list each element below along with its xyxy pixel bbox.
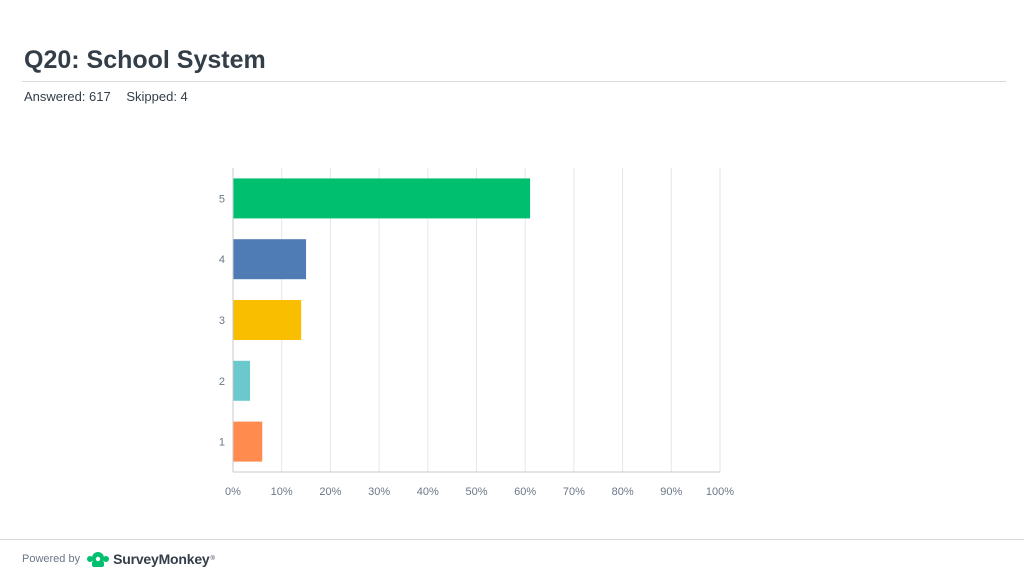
x-tick-label: 100% — [706, 486, 734, 498]
x-tick-label: 70% — [563, 486, 585, 498]
x-tick-label: 0% — [225, 486, 241, 498]
response-stats: Answered: 617 Skipped: 4 — [24, 89, 200, 104]
x-tick-label: 20% — [319, 486, 341, 498]
bar — [233, 239, 307, 280]
skipped-count: Skipped: 4 — [126, 89, 188, 104]
y-tick-label: 5 — [219, 193, 225, 205]
bar — [233, 360, 251, 401]
y-tick-label: 2 — [219, 376, 225, 388]
brand-name: SurveyMonkey — [113, 551, 210, 567]
x-tick-label: 60% — [514, 486, 536, 498]
powered-by-label: Powered by — [22, 553, 81, 565]
x-tick-label: 90% — [660, 486, 682, 498]
bar — [233, 178, 531, 219]
x-tick-label: 30% — [368, 486, 390, 498]
y-tick-label: 4 — [219, 254, 225, 266]
y-tick-label: 3 — [219, 315, 225, 327]
brand-trademark: ® — [210, 556, 215, 562]
x-tick-label: 50% — [465, 486, 487, 498]
y-tick-label: 1 — [219, 437, 225, 449]
surveymonkey-logo-icon — [87, 552, 110, 567]
page-title: Q20: School System — [24, 46, 266, 74]
answered-count: Answered: 617 — [24, 89, 111, 104]
x-tick-label: 10% — [271, 486, 293, 498]
bar — [233, 300, 302, 340]
footer-divider — [0, 539, 1024, 540]
title-divider — [22, 81, 1006, 82]
bar — [233, 421, 263, 462]
x-tick-label: 80% — [612, 486, 634, 498]
footer: Powered by SurveyMonkey ® — [22, 547, 215, 571]
x-tick-label: 40% — [417, 486, 439, 498]
